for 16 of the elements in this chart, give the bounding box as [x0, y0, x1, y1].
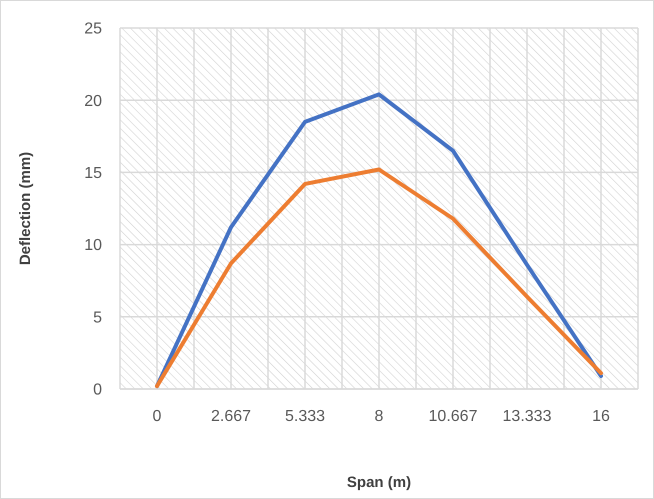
x-tick-label: 8 — [374, 408, 384, 425]
x-tick-label: 10.667 — [428, 408, 478, 425]
x-tick-label: 13.333 — [502, 408, 552, 425]
x-axis-title: Span (m) — [346, 474, 412, 491]
x-tick-label: 16 — [592, 408, 610, 425]
y-tick-label: 5 — [93, 309, 102, 326]
y-tick-label: 0 — [93, 382, 102, 399]
y-tick-label: 15 — [84, 165, 102, 182]
x-tick-label: 2.667 — [210, 408, 252, 425]
y-tick-label: 20 — [84, 92, 102, 110]
y-axis-title: Deflection (mm) — [17, 152, 34, 266]
x-tick-label: 5.333 — [284, 408, 326, 425]
y-tick-label: 25 — [84, 20, 102, 38]
x-tick-label: 0 — [152, 408, 162, 425]
y-tick-label: 10 — [84, 237, 102, 254]
line-series — [155, 168, 603, 388]
